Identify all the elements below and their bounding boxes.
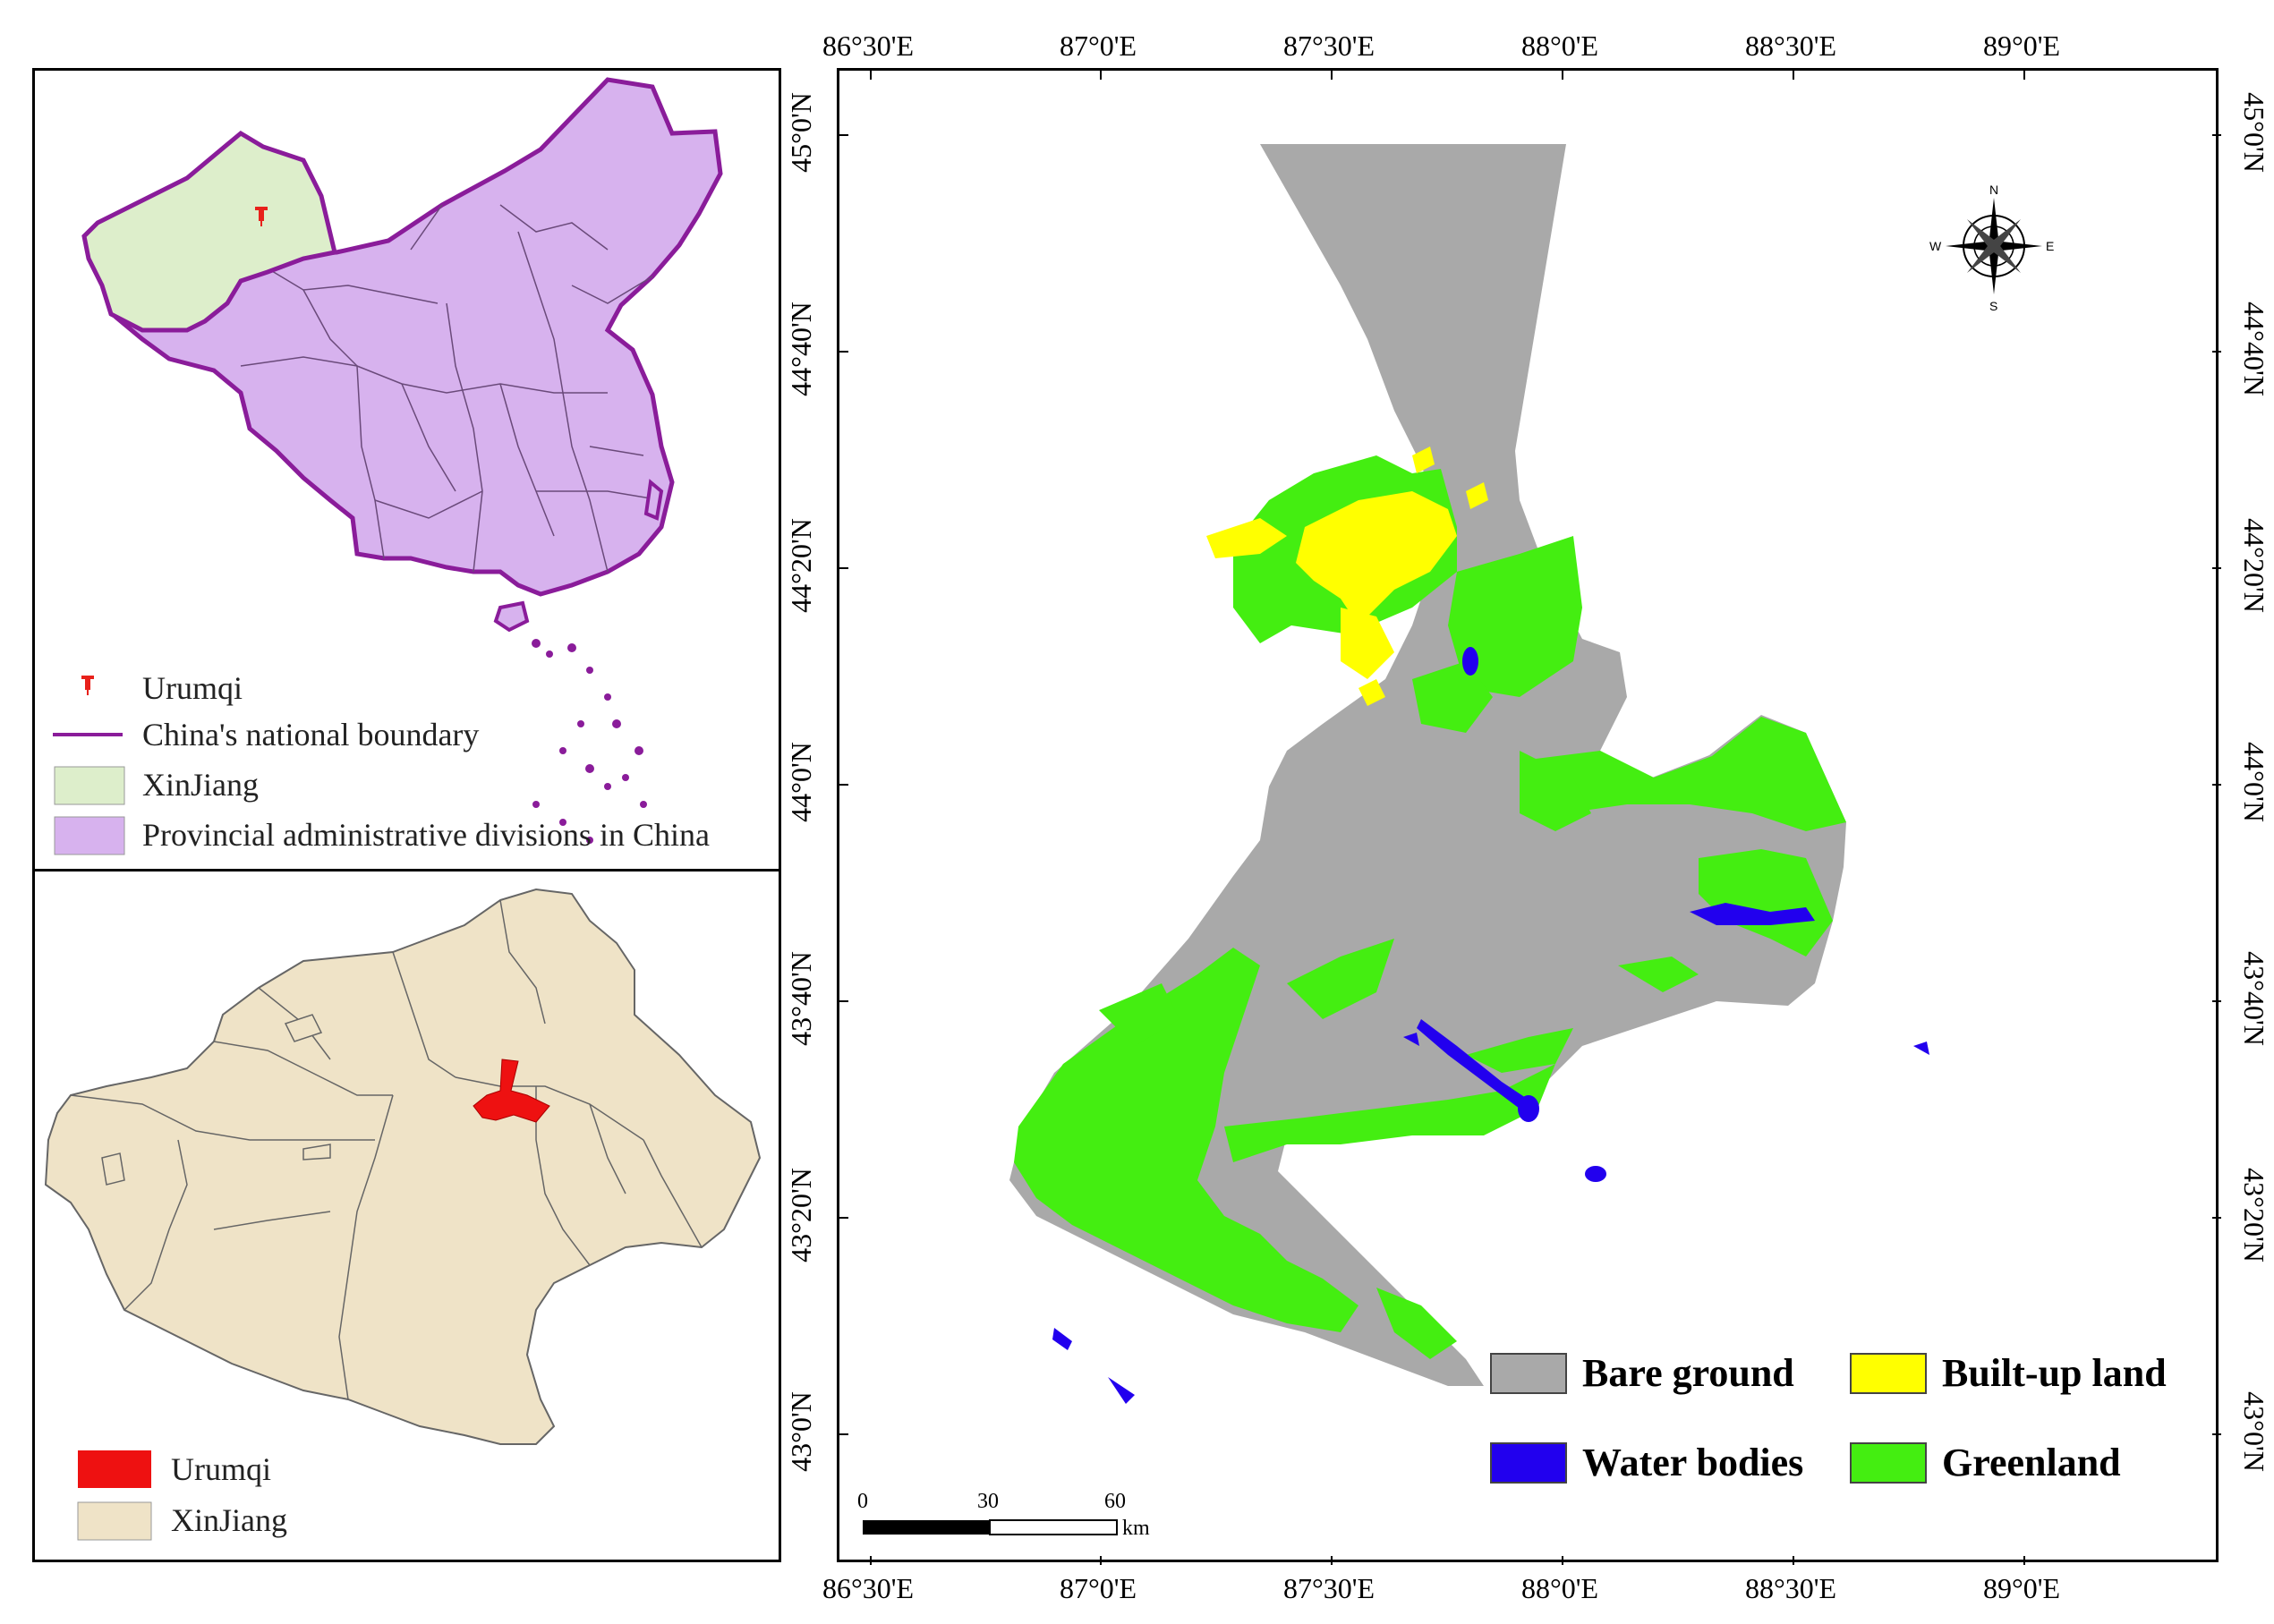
- y-tick-label-left: 44°40'N: [785, 302, 817, 396]
- x-tick-label-top: 87°30'E: [1283, 30, 1375, 62]
- lakes: [101, 1014, 331, 1186]
- y-tick-label-left: 43°40'N: [785, 951, 817, 1046]
- compass-w: W: [1929, 239, 1942, 253]
- x-tick-label-bottom: 88°30'E: [1745, 1572, 1836, 1604]
- urumqi-pin-icon: [255, 207, 268, 226]
- x-tick-labels-bottom: 86°30'E 87°0'E 87°30'E 88°0'E 88°30'E 89°0'E: [822, 1572, 2060, 1604]
- hainan-island: [493, 600, 530, 633]
- axis-ticks: [839, 71, 2221, 1565]
- scale-bar-segment-1: [863, 1520, 990, 1535]
- x-tick-label-top: 88°30'E: [1745, 30, 1836, 62]
- legend-label-urumqi-2: Urumqi: [171, 1451, 271, 1487]
- scale-bar: 0 30 60 km: [857, 1490, 1150, 1540]
- compass-n: N: [1989, 183, 1998, 197]
- y-tick-label-left: 43°20'N: [785, 1168, 817, 1263]
- legend-label-xinjiang: XinJiang: [142, 767, 259, 803]
- legend-swatch-water: [1490, 1442, 1567, 1484]
- legend-label-bare-ground: Bare ground: [1582, 1351, 1794, 1395]
- y-tick-label-left: 43°0'N: [785, 1391, 817, 1472]
- land-cover-panel: N S E W Bare ground Built-up land Water …: [837, 68, 2221, 1565]
- y-tick-label-right: 44°40'N: [2238, 302, 2270, 396]
- legend-label-urumqi: Urumqi: [142, 670, 243, 706]
- y-tick-label-left: 44°0'N: [785, 742, 817, 822]
- x-tick-label-bottom: 87°30'E: [1283, 1572, 1375, 1604]
- x-tick-labels-top: 86°30'E 87°0'E 87°30'E 88°0'E 88°30'E 89°0'E: [822, 30, 2060, 62]
- scale-label-30: 30: [977, 1490, 999, 1513]
- xinjiang-region-area: [44, 888, 762, 1445]
- y-tick-labels-right: 45°0'N 44°40'N 44°20'N 44°0'N 43°40'N 43°20'N…: [2238, 92, 2270, 1472]
- china-provinces-area: [99, 77, 723, 597]
- y-tick-label-left: 45°0'N: [785, 92, 817, 173]
- taiwan-island: [643, 479, 664, 521]
- xinjiang-legend: Urumqi XinJiang: [77, 1450, 287, 1541]
- legend-swatch-provinces: [54, 816, 125, 855]
- compass-e: E: [2046, 239, 2054, 253]
- legend-label-built-up: Built-up land: [1942, 1351, 2167, 1395]
- legend-swatch-greenland: [1850, 1442, 1927, 1484]
- china-overview-panel: Urumqi China's national boundary XinJian…: [32, 68, 781, 872]
- xinjiang-panel: Urumqi XinJiang: [32, 869, 781, 1562]
- china-map: Urumqi China's national boundary XinJian…: [53, 77, 723, 855]
- y-tick-labels-left: 45°0'N 44°40'N 44°20'N 44°0'N 43°40'N 43°20'N…: [785, 92, 817, 1472]
- x-tick-label-top: 89°0'E: [1983, 30, 2060, 62]
- xinjiang-area: [81, 130, 338, 333]
- legend-swatch-built-up: [1850, 1353, 1927, 1394]
- built-up-patches: [1206, 446, 1488, 706]
- y-tick-label-right: 45°0'N: [2238, 92, 2270, 173]
- legend-swatch-bare-ground: [1490, 1353, 1567, 1394]
- land-cover-map: N S E W Bare ground Built-up land Water …: [839, 71, 2221, 1565]
- x-tick-label-bottom: 89°0'E: [1983, 1572, 2060, 1604]
- legend-label-greenland: Greenland: [1942, 1441, 2121, 1484]
- y-tick-label-right: 43°0'N: [2238, 1391, 2270, 1472]
- legend-swatch-urumqi: [78, 1450, 151, 1488]
- x-tick-label-bottom: 87°0'E: [1060, 1572, 1137, 1604]
- legend-swatch-xinjiang: [54, 766, 125, 805]
- north-arrow-icon: N S E W: [1929, 183, 2054, 313]
- y-tick-label-right: 44°20'N: [2238, 518, 2270, 613]
- x-tick-label-top: 86°30'E: [822, 30, 914, 62]
- legend-label-provinces: Provincial administrative divisions in C…: [142, 817, 710, 853]
- y-tick-label-right: 43°20'N: [2238, 1168, 2270, 1263]
- y-tick-label-left: 44°20'N: [785, 518, 817, 613]
- scale-unit: km: [1122, 1517, 1150, 1540]
- y-tick-label-right: 44°0'N: [2238, 742, 2270, 822]
- south-sea-islands: [532, 639, 647, 844]
- x-tick-label-bottom: 86°30'E: [822, 1572, 914, 1604]
- x-tick-label-bottom: 88°0'E: [1521, 1572, 1598, 1604]
- water-patches: [1052, 647, 1929, 1404]
- province-boundaries: [240, 204, 662, 573]
- legend-label-water: Water bodies: [1582, 1441, 1803, 1484]
- scale-label-0: 0: [857, 1490, 868, 1513]
- urumqi-region-area: [473, 1059, 550, 1123]
- legend-swatch-xinjiang-2: [77, 1501, 152, 1541]
- xinjiang-map: Urumqi XinJiang: [44, 888, 762, 1541]
- y-tick-label-right: 43°40'N: [2238, 951, 2270, 1046]
- prefecture-boundaries: [70, 899, 703, 1400]
- x-tick-label-top: 87°0'E: [1060, 30, 1137, 62]
- land-cover-legend: Bare ground Built-up land Water bodies G…: [1490, 1351, 2167, 1484]
- china-legend: Urumqi China's national boundary XinJian…: [53, 670, 710, 855]
- legend-label-xinjiang-2: XinJiang: [171, 1502, 287, 1538]
- compass-s: S: [1989, 299, 1997, 313]
- legend-label-boundary: China's national boundary: [142, 717, 479, 752]
- x-tick-label-top: 88°0'E: [1521, 30, 1598, 62]
- scale-label-60: 60: [1104, 1490, 1126, 1513]
- scale-bar-segment-2: [989, 1519, 1118, 1535]
- legend-pin-icon: [81, 676, 94, 695]
